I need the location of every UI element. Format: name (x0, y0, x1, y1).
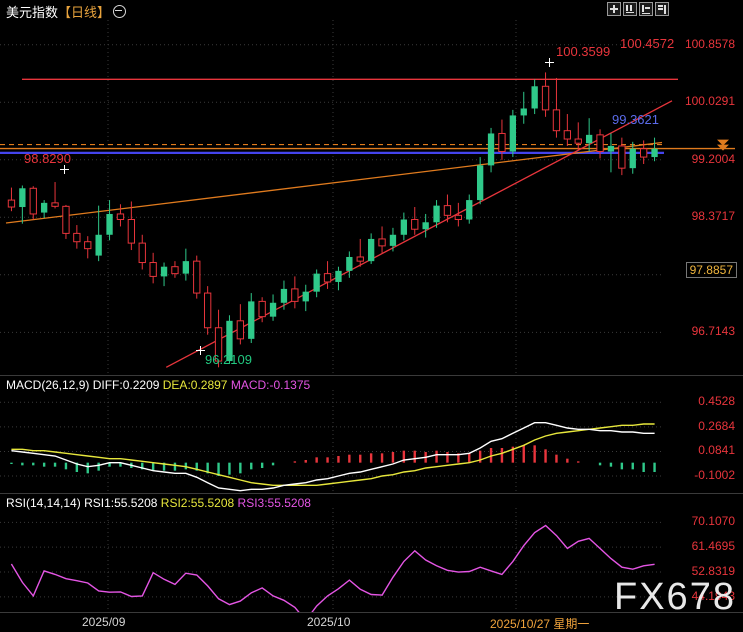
price-axis-label: 96.7143 (691, 324, 735, 339)
chart-header: 美元指数【日线】 (0, 0, 743, 20)
rsi-plot[interactable] (0, 494, 743, 613)
macd-panel[interactable]: MACD(26,12,9) DIFF:0.2209 DEA:0.2897 MAC… (0, 375, 743, 494)
price-plot[interactable] (0, 20, 743, 375)
title-main: 美元指数 (6, 5, 59, 20)
rsi2-label: RSI2:55.5208 (160, 496, 235, 510)
rsi3-label: RSI3:55.5208 (237, 496, 311, 510)
swing-low-label: 96.2109 (205, 352, 252, 367)
macd-axis-label: -0.1002 (694, 468, 735, 483)
chart-toolbar (607, 2, 669, 16)
price-axis-highlight-label: 97.8857 (685, 262, 737, 279)
resistance-axis-label: 100.4572 (620, 36, 675, 51)
price-panel[interactable]: 100.8578 100.0291 99.2004 98.3717 97.543… (0, 20, 743, 375)
rsi-axis-label: 61.4695 (691, 539, 735, 554)
macd-axis-label: 0.4528 (698, 394, 735, 409)
watermark: FX678 (614, 576, 736, 618)
price-axis-label: 99.2004 (691, 151, 735, 166)
swing-high-label: 98.8290 (24, 151, 71, 166)
crosshair-tool-button[interactable] (607, 2, 621, 16)
rsi-panel[interactable]: RSI(14,14,14) RSI1:55.5208 RSI2:55.5208 … (0, 493, 743, 613)
rsi-header: RSI(14,14,14) RSI1:55.5208 RSI2:55.5208 … (6, 496, 311, 510)
macd-value-label: MACD:-0.1375 (230, 378, 311, 392)
rsi1-label: RSI1:55.5208 (84, 496, 158, 510)
macd-diff-label: DIFF:0.2209 (92, 378, 160, 392)
macd-title: MACD(26,12,9) (6, 378, 90, 392)
time-tick: 2025/09 (82, 615, 126, 629)
crosshair-price-label: 99.3621 (612, 112, 659, 127)
time-tick-selected: 2025/10/27 星期一 (490, 617, 590, 631)
rsi-axis-label: 44.1943 (691, 588, 735, 603)
price-axis-label: 98.3717 (691, 209, 735, 224)
circle-minus-icon[interactable] (113, 5, 127, 18)
title-period: 【日线】 (58, 5, 111, 20)
page-title: 美元指数【日线】 (6, 2, 127, 21)
macd-dea-label: DEA:0.2897 (162, 378, 228, 392)
macd-header: MACD(26,12,9) DIFF:0.2209 DEA:0.2897 MAC… (6, 378, 310, 392)
rsi-title: RSI(14,14,14) (6, 496, 81, 510)
time-axis[interactable]: 2025/09 2025/10 2025/10/27 星期一 (0, 612, 743, 631)
macd-axis-label: 0.2684 (698, 418, 735, 433)
rsi-axis-label: 52.8319 (691, 563, 735, 578)
macd-axis-label: 0.0841 (698, 443, 735, 458)
price-axis-label: 100.8578 (684, 36, 735, 51)
shift-tool-button[interactable] (655, 2, 669, 16)
zoom-tool-button[interactable] (639, 2, 653, 16)
measure-tool-button[interactable] (623, 2, 637, 16)
macd-plot[interactable] (0, 376, 743, 494)
crosshair-marker-high (60, 165, 69, 174)
time-tick: 2025/10 (307, 615, 351, 629)
crosshair-marker-peak (545, 58, 554, 67)
rsi-axis-label: 70.1070 (691, 514, 735, 529)
resistance-line-label: 100.3599 (556, 44, 611, 59)
crosshair-marker-low (196, 346, 205, 355)
price-axis-label: 100.0291 (684, 94, 735, 109)
